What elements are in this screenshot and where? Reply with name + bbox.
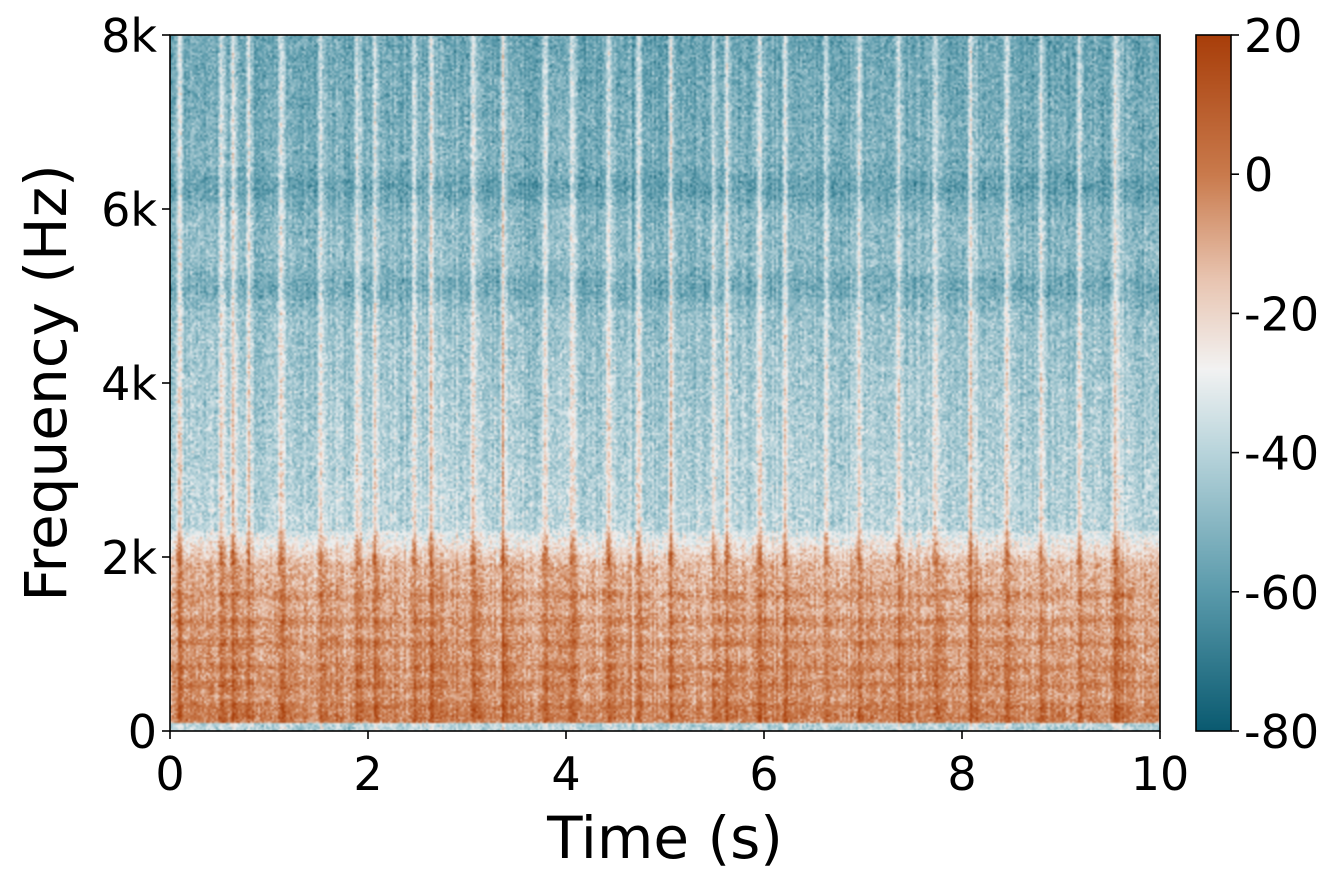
y-tick-label: 4k [101, 357, 157, 411]
colorbar-tick-label: -40 [1244, 427, 1319, 481]
spectrogram-image [170, 35, 1160, 731]
y-tick-label: 2k [101, 531, 157, 585]
colorbar-tick-label: 20 [1244, 9, 1303, 63]
colorbar-tick-label: -80 [1244, 705, 1319, 759]
x-tick-label: 4 [551, 747, 580, 801]
colorbar-tick-label: 0 [1244, 148, 1273, 202]
x-tick-label: 8 [947, 747, 976, 801]
plot-frame [169, 34, 1161, 732]
colorbar-tick-label: -20 [1244, 287, 1319, 341]
x-axis-ticks: 0 2 4 6 8 10 [155, 731, 1189, 801]
y-axis-ticks: 0 2k 4k 6k 8k [101, 9, 170, 759]
x-axis-title: Time (s) [546, 804, 783, 872]
x-tick-label: 10 [1131, 747, 1190, 801]
colorbar-frame [1195, 34, 1232, 732]
y-tick-label: 8k [101, 9, 157, 63]
colorbar-tick-label: -60 [1244, 566, 1319, 620]
colorbar-ticks: 20 0 -20 -40 -60 -80 [1231, 9, 1319, 759]
y-tick-label: 6k [101, 183, 157, 237]
x-tick-label: 6 [749, 747, 778, 801]
y-axis-title: Frequency (Hz) [12, 164, 80, 601]
x-tick-label: 2 [353, 747, 382, 801]
colorbar-gradient [1196, 35, 1231, 731]
x-tick-label: 0 [155, 747, 184, 801]
y-tick-label: 0 [128, 705, 157, 759]
